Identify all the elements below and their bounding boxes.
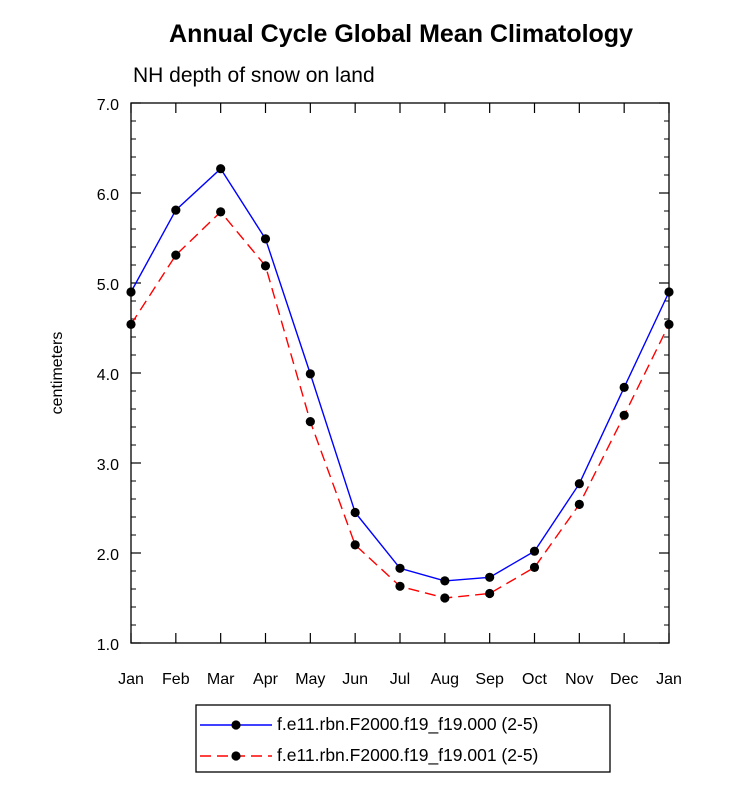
x-tick-label: Feb (162, 671, 190, 688)
series-0-point (126, 287, 136, 297)
x-tick-label: Jun (342, 671, 368, 688)
legend-entry-1-label: f.e11.rbn.F2000.f19_f19.001 (2-5) (277, 745, 538, 766)
y-tick-label: 7.0 (97, 97, 119, 114)
y-axis-label: centimeters (49, 332, 66, 415)
series-0-line (130, 167, 670, 582)
legend: f.e11.rbn.F2000.f19_f19.000 (2-5) f.e11.… (195, 704, 611, 773)
series-1-point (574, 499, 584, 509)
series-0-point (664, 287, 674, 297)
series-1-point (260, 261, 271, 271)
series-1-point (350, 540, 360, 550)
series-1-point (440, 593, 450, 603)
chart-title: Annual Cycle Global Mean Climatology (169, 20, 633, 48)
series-0-point (350, 507, 360, 518)
legend-entry-0-label: f.e11.rbn.F2000.f19_f19.000 (2-5) (277, 714, 538, 735)
series-1-point (529, 562, 540, 573)
series-0-point (619, 382, 629, 392)
x-tick-label: Sep (475, 671, 504, 688)
series-0-point (216, 164, 226, 174)
plot-frame (130, 102, 670, 644)
x-tick-label: Mar (207, 671, 235, 688)
series-0-point (171, 205, 181, 215)
series-1-point (664, 319, 674, 329)
x-tick-label: Jul (390, 671, 410, 688)
y-tick-label: 6.0 (97, 187, 119, 204)
series-1-line (130, 210, 670, 599)
series-1-point (126, 319, 136, 329)
x-tick-label: Jan (656, 671, 682, 688)
legend-entry-0-marker (231, 720, 241, 730)
x-tick-label: May (295, 671, 325, 688)
axes: 1.0 2.0 3.0 4.0 5.0 6.0 7.0 Jan Feb Mar Apr May Jun J… (97, 97, 682, 688)
series-1-point (395, 581, 405, 591)
chart-subtitle: NH depth of snow on land (133, 64, 375, 87)
y-tick-label: 5.0 (97, 277, 119, 294)
series-layer (126, 164, 674, 603)
series-0-point (574, 479, 584, 489)
series-1-point (305, 417, 315, 427)
series-0-point (260, 234, 271, 244)
series-0-point (305, 369, 315, 379)
y-tick-label: 4.0 (97, 367, 119, 384)
x-tick-label: Jan (118, 671, 144, 688)
y-tick-label: 1.0 (97, 637, 119, 654)
series-1-point (171, 250, 181, 260)
x-tick-label: Aug (431, 671, 459, 688)
y-tick-label: 2.0 (97, 547, 119, 564)
x-tick-label: Oct (522, 671, 547, 688)
series-0-point (395, 563, 405, 573)
series-1-point (619, 410, 629, 420)
series-0-point (440, 576, 450, 586)
x-tick-label: Apr (253, 671, 279, 688)
x-tick-label: Dec (610, 671, 638, 688)
series-1-point (216, 207, 226, 217)
series-1-point (485, 588, 495, 599)
y-tick-label: 3.0 (97, 457, 119, 474)
legend-box (195, 704, 611, 773)
series-0-point (529, 546, 540, 556)
x-tick-label: Nov (565, 671, 593, 688)
legend-entry-1-marker (231, 751, 241, 761)
series-0-point (485, 572, 495, 582)
